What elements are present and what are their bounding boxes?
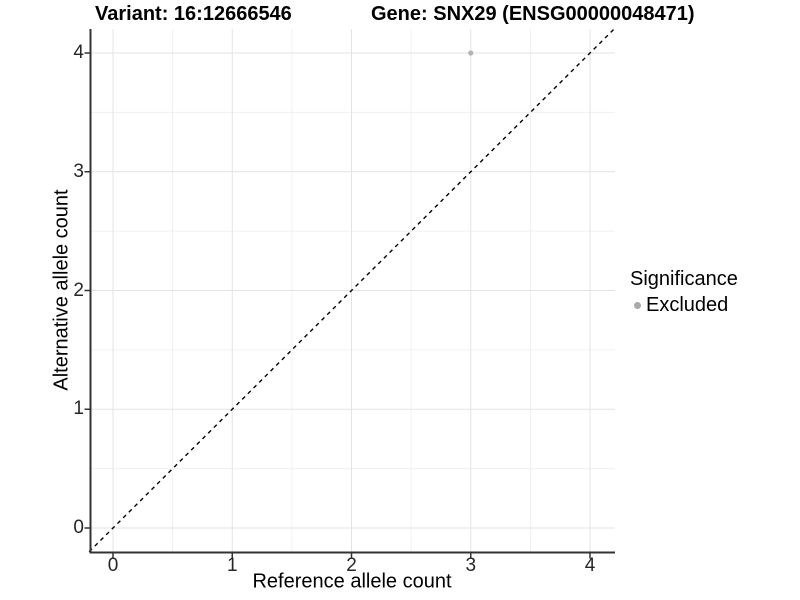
- x-tick-label: 4: [584, 555, 596, 576]
- legend-title: Significance: [630, 268, 738, 290]
- x-tick-label: 0: [107, 555, 119, 576]
- excluded-point-icon: [634, 301, 641, 309]
- x-tick-label: 3: [465, 555, 477, 576]
- legend-item-label: Excluded: [646, 293, 729, 316]
- data-point: [468, 50, 474, 56]
- x-tick-label: 2: [346, 555, 357, 576]
- identity-line: [88, 28, 615, 553]
- x-tick-label: 1: [226, 555, 238, 576]
- y-tick-label: 1: [73, 398, 84, 420]
- legend: Significance Excluded: [630, 267, 738, 318]
- y-tick-label: 2: [73, 279, 84, 301]
- y-axis-title: Alternative allele count: [50, 189, 73, 391]
- y-tick-label: 3: [73, 160, 84, 182]
- y-tick-label: 4: [73, 42, 84, 63]
- x-axis-title: Reference allele count: [252, 570, 452, 593]
- variant-title: Variant: 16:12666546: [95, 3, 292, 25]
- gene-title: Gene: SNX29 (ENSG00000048471): [371, 3, 695, 25]
- legend-item-excluded: Excluded: [630, 292, 738, 318]
- y-tick-label: 0: [73, 517, 84, 538]
